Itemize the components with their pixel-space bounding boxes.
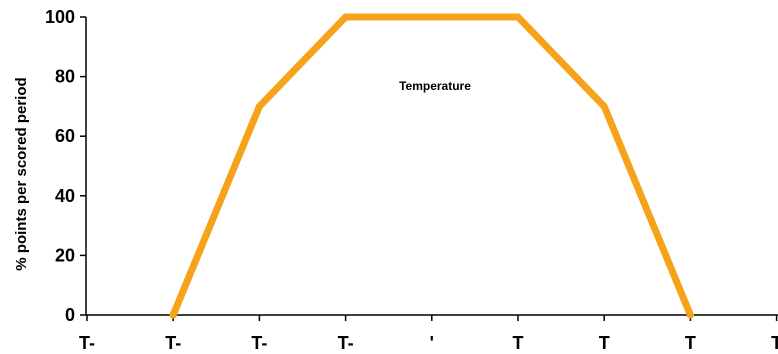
x-tick-label: T- (79, 333, 95, 353)
data-point (255, 102, 263, 110)
y-tick-label: 60 (55, 126, 75, 146)
data-point (600, 102, 608, 110)
x-tick-label: T- (251, 333, 267, 353)
y-axis-title: % points per scored period (13, 77, 30, 270)
y-tick-label: 40 (55, 186, 75, 206)
x-tick-label: T- (165, 333, 181, 353)
x-tick-label: ' (430, 333, 434, 353)
y-tick-label: 80 (55, 67, 75, 87)
data-point (342, 13, 350, 21)
y-tick-label: 0 (65, 305, 75, 325)
x-tick-label: T (513, 333, 524, 353)
annotation-label: Temperature (399, 79, 471, 93)
data-point (428, 13, 436, 21)
x-tick-label: T (771, 333, 778, 353)
x-tick-label: T (685, 333, 696, 353)
data-point (169, 311, 177, 319)
data-point (686, 311, 694, 319)
y-tick-label: 100 (45, 7, 75, 27)
x-tick-label: T (599, 333, 610, 353)
y-tick-label: 20 (55, 245, 75, 265)
data-point (514, 13, 522, 21)
temperature-series-line (169, 13, 694, 319)
x-tick-label: T- (338, 333, 354, 353)
